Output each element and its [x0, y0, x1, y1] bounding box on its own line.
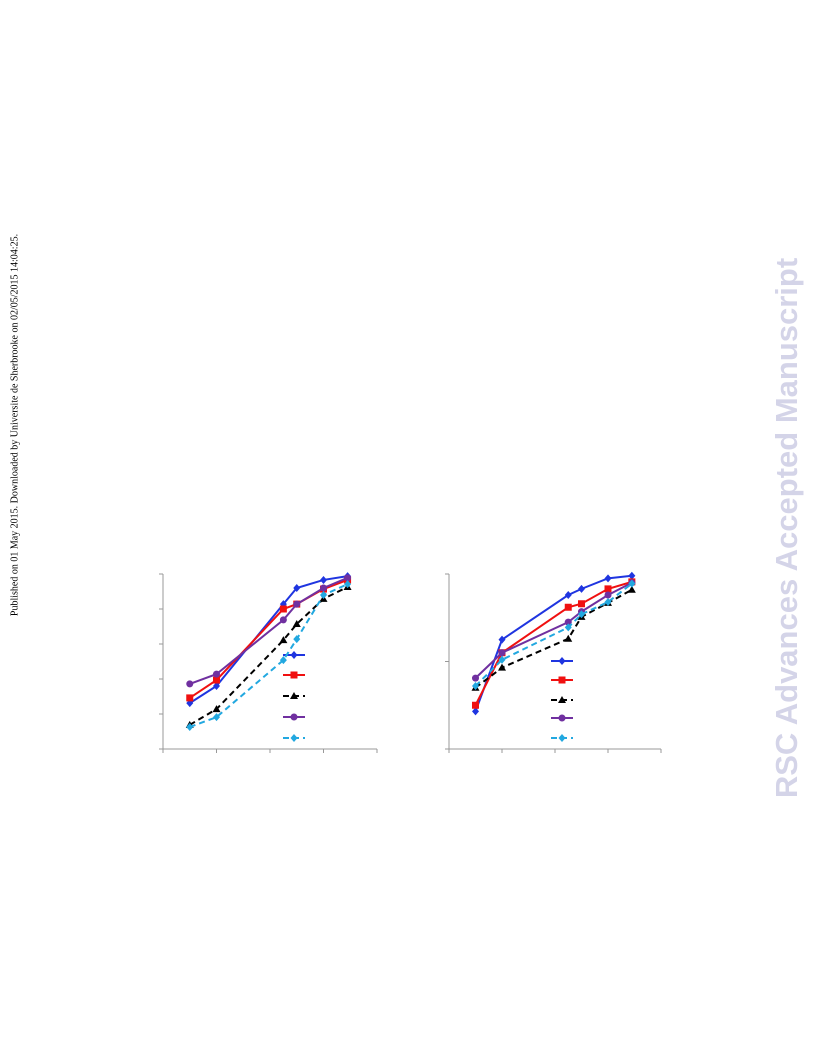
marker	[578, 610, 585, 619]
legend-symbol	[558, 657, 566, 665]
series-line	[189, 575, 348, 704]
marker	[213, 682, 220, 690]
marker	[320, 575, 327, 584]
marker	[628, 571, 636, 580]
marker	[564, 591, 572, 599]
marker	[344, 574, 352, 582]
marker	[472, 674, 479, 682]
marker	[472, 701, 479, 709]
series-line	[474, 580, 633, 706]
marker	[472, 707, 479, 716]
legend-marker	[558, 657, 566, 665]
series-line	[189, 579, 348, 699]
legend-symbol	[558, 696, 566, 703]
marker	[564, 618, 572, 626]
marker	[213, 713, 220, 722]
legend-marker	[558, 696, 566, 703]
marker	[279, 616, 287, 624]
marker	[604, 585, 612, 593]
series-line	[189, 576, 348, 685]
marker	[279, 656, 287, 665]
marker	[213, 670, 220, 678]
series-line	[474, 582, 633, 687]
marker	[320, 584, 327, 592]
legend-symbol	[290, 651, 298, 659]
legend-symbol	[558, 676, 566, 684]
marker	[578, 584, 585, 593]
series-line	[474, 581, 633, 679]
legend-symbol	[290, 713, 298, 721]
marker	[293, 600, 301, 608]
legend-marker	[558, 734, 566, 742]
legend-symbol	[290, 692, 298, 699]
marker	[186, 722, 194, 731]
legend-marker	[290, 671, 298, 679]
marker	[604, 574, 612, 583]
marker	[498, 663, 506, 671]
marker	[578, 600, 585, 608]
marker	[564, 603, 572, 611]
marker	[186, 680, 194, 688]
legend-marker	[558, 676, 566, 684]
marker	[472, 682, 479, 690]
series-line	[474, 588, 633, 689]
marker	[292, 620, 301, 628]
legend-marker	[290, 734, 298, 742]
marker	[212, 705, 221, 713]
marker	[498, 635, 506, 644]
series-line	[474, 574, 632, 712]
marker	[627, 585, 636, 593]
marker	[279, 605, 287, 613]
legend-symbol	[290, 734, 298, 742]
legend-marker	[290, 651, 298, 659]
marker	[628, 579, 636, 588]
side-note: Published on 01 May 2015. Downloaded by …	[9, 234, 20, 616]
legend-marker	[290, 713, 298, 721]
marker	[344, 580, 352, 589]
marker	[293, 635, 301, 644]
legend-marker	[290, 692, 298, 699]
marker	[213, 676, 220, 684]
marker	[604, 598, 612, 606]
series-line	[189, 583, 348, 728]
marker	[498, 649, 506, 657]
marker	[293, 584, 301, 592]
legend-symbol	[558, 714, 566, 722]
marker	[320, 591, 327, 599]
legend-symbol	[558, 734, 566, 742]
legend-marker	[558, 714, 566, 722]
series-line	[189, 586, 349, 726]
marker	[498, 655, 506, 664]
legend-symbol	[290, 671, 298, 679]
marker	[604, 591, 612, 599]
marker	[279, 636, 288, 644]
watermark: RSC Advances Accepted Manuscript	[769, 258, 804, 798]
marker	[186, 694, 194, 702]
marker	[564, 634, 573, 642]
marker	[564, 623, 572, 632]
